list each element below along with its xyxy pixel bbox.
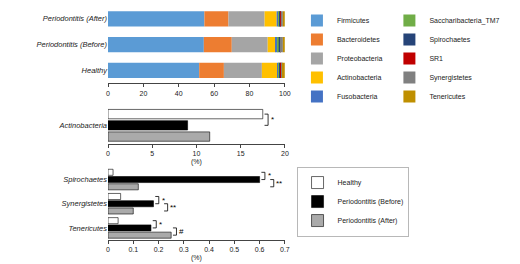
svg-text:Periodontitis (Before): Periodontitis (Before): [37, 40, 108, 49]
svg-text:Periodontitis (After): Periodontitis (After): [338, 217, 398, 225]
svg-text:Fusobacteria: Fusobacteria: [337, 93, 378, 100]
svg-text:0.4: 0.4: [204, 246, 214, 253]
svg-text:**: **: [170, 203, 176, 212]
svg-text:0.2: 0.2: [154, 246, 164, 253]
svg-text:Periodontitis (Before): Periodontitis (Before): [338, 198, 404, 206]
svg-text:15: 15: [237, 150, 245, 157]
svg-text:0: 0: [106, 246, 110, 253]
svg-text:#: #: [179, 227, 184, 236]
svg-text:**: **: [276, 179, 282, 188]
svg-text:Saccharibacteria_TM7: Saccharibacteria_TM7: [429, 17, 499, 25]
svg-text:0.3: 0.3: [179, 246, 189, 253]
svg-text:Tenericutes: Tenericutes: [69, 224, 108, 233]
svg-text:(%): (%): [191, 254, 202, 262]
svg-text:*: *: [162, 196, 165, 205]
svg-text:60: 60: [210, 90, 218, 97]
svg-text:Proteobacteria: Proteobacteria: [337, 55, 383, 62]
svg-text:0: 0: [106, 150, 110, 157]
svg-text:0: 0: [106, 90, 110, 97]
svg-text:Healthy: Healthy: [338, 179, 362, 187]
svg-text:Synergistetes: Synergistetes: [429, 74, 472, 82]
svg-text:*: *: [159, 220, 162, 229]
svg-text:Spirochaetes: Spirochaetes: [63, 175, 107, 184]
svg-text:Bacteroidetes: Bacteroidetes: [337, 36, 380, 43]
svg-text:Healthy: Healthy: [82, 66, 109, 75]
svg-text:Actinobacteria: Actinobacteria: [58, 121, 107, 130]
svg-text:5: 5: [150, 150, 154, 157]
svg-text:Spirochaetes: Spirochaetes: [429, 36, 470, 44]
svg-text:40: 40: [175, 90, 183, 97]
svg-text:Synergistetes: Synergistetes: [62, 199, 108, 208]
svg-text:100: 100: [279, 90, 291, 97]
svg-text:0.6: 0.6: [255, 246, 265, 253]
svg-text:0.5: 0.5: [229, 246, 239, 253]
svg-text:0.7: 0.7: [280, 246, 290, 253]
svg-text:0.1: 0.1: [128, 246, 138, 253]
svg-text:20: 20: [281, 150, 289, 157]
svg-text:Actinobacteria: Actinobacteria: [337, 74, 381, 81]
svg-text:20: 20: [139, 90, 147, 97]
svg-text:Tenericutes: Tenericutes: [429, 93, 465, 100]
svg-text:*: *: [271, 115, 274, 124]
svg-text:(%): (%): [191, 158, 202, 166]
svg-text:80: 80: [246, 90, 254, 97]
svg-text:SR1: SR1: [429, 55, 443, 62]
svg-text:*: *: [268, 171, 271, 180]
svg-text:10: 10: [193, 150, 201, 157]
svg-text:Firmicutes: Firmicutes: [337, 17, 370, 24]
svg-text:Periodontitis (After): Periodontitis (After): [43, 14, 108, 23]
